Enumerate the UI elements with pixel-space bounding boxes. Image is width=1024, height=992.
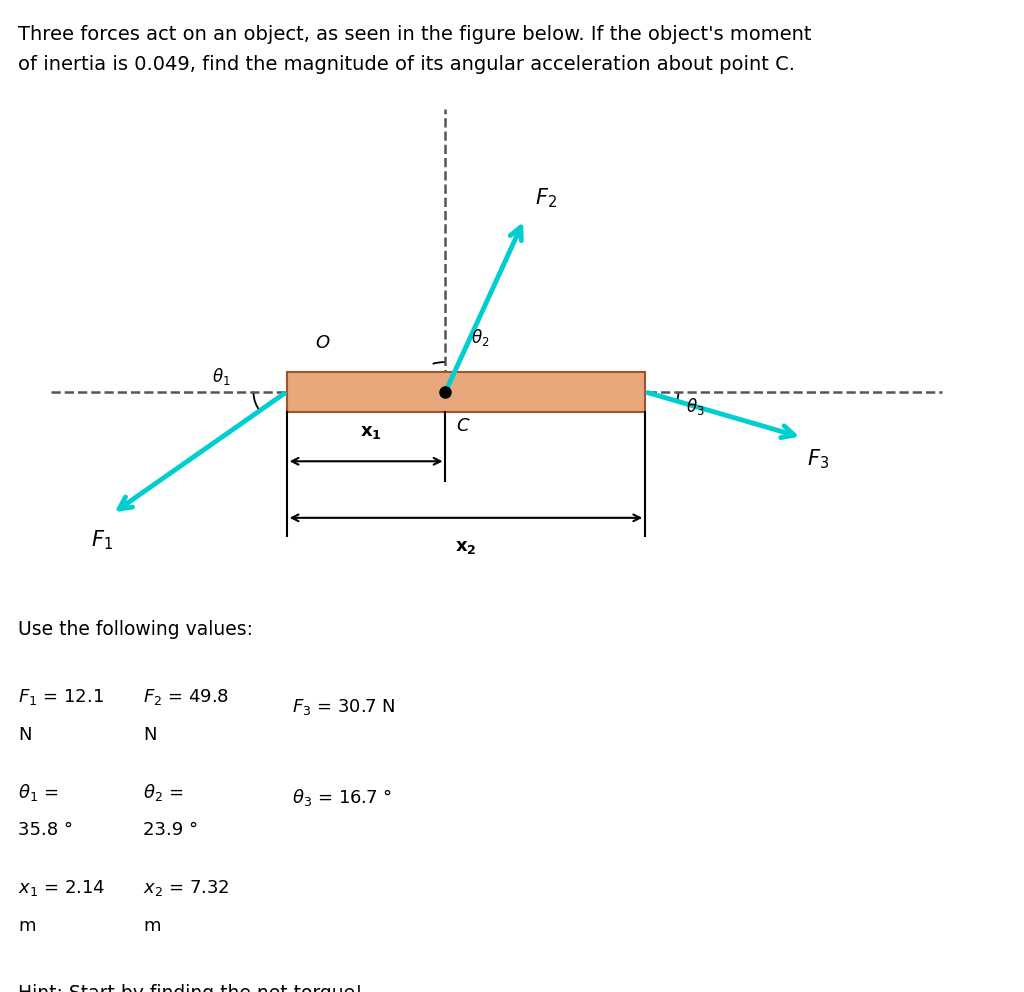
- Text: Use the following values:: Use the following values:: [18, 620, 253, 639]
- Text: $F_3$ = 30.7 N: $F_3$ = 30.7 N: [292, 697, 395, 717]
- Bar: [287, 372, 645, 412]
- Text: $F_3$: $F_3$: [807, 447, 829, 471]
- Text: $F_1$ = 12.1: $F_1$ = 12.1: [18, 687, 104, 707]
- Text: $C$: $C$: [456, 417, 470, 434]
- Text: $x_2$ = 7.32: $x_2$ = 7.32: [143, 878, 230, 898]
- Text: $\theta_2$ =: $\theta_2$ =: [143, 783, 183, 804]
- Text: $F_1$: $F_1$: [91, 529, 113, 553]
- Text: m: m: [18, 917, 36, 934]
- Text: $\mathbf{x_1}$: $\mathbf{x_1}$: [360, 424, 382, 441]
- Text: m: m: [143, 917, 161, 934]
- Text: 23.9 °: 23.9 °: [143, 821, 199, 839]
- Text: Three forces act on an object, as seen in the figure below. If the object's mome: Three forces act on an object, as seen i…: [18, 25, 812, 44]
- Text: $O$: $O$: [314, 334, 331, 352]
- Text: $\theta_3$: $\theta_3$: [686, 396, 705, 418]
- Text: $\theta_3$ = 16.7 °: $\theta_3$ = 16.7 °: [292, 788, 392, 808]
- Text: of inertia is 0.049, find the magnitude of its angular acceleration about point : of inertia is 0.049, find the magnitude …: [18, 55, 796, 73]
- Text: $\mathbf{x_2}$: $\mathbf{x_2}$: [455, 538, 477, 556]
- Text: N: N: [18, 726, 32, 744]
- Text: 35.8 °: 35.8 °: [18, 821, 74, 839]
- Text: $\theta_1$: $\theta_1$: [212, 366, 230, 388]
- Text: $F_2$ = 49.8: $F_2$ = 49.8: [143, 687, 229, 707]
- Text: Hint: Start by finding the net torque!: Hint: Start by finding the net torque!: [18, 984, 364, 992]
- Text: $\theta_2$: $\theta_2$: [471, 326, 489, 348]
- Text: N: N: [143, 726, 157, 744]
- Text: $F_2$: $F_2$: [535, 186, 556, 209]
- Text: $\theta_1$ =: $\theta_1$ =: [18, 783, 58, 804]
- Text: $x_1$ = 2.14: $x_1$ = 2.14: [18, 878, 105, 898]
